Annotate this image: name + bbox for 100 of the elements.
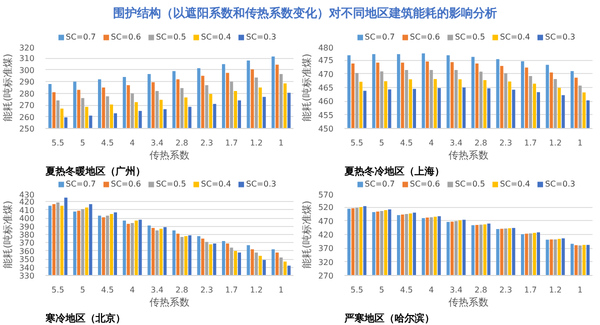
x-tick-label: 2.3 xyxy=(200,138,214,148)
x-tick-label: 3.4 xyxy=(450,138,462,148)
y-tick-label: 310 xyxy=(19,54,35,64)
x-tick-label: 5 xyxy=(379,138,384,148)
x-tick-label: 2.3 xyxy=(499,286,512,294)
y-tick-label: 260 xyxy=(19,112,35,122)
legend-label: SC=0.6 xyxy=(410,32,440,42)
legend-label: SC=0.4 xyxy=(500,180,530,188)
text: 夏热冬冷地区（上海） xyxy=(344,166,444,178)
x-tick-label: 1.7 xyxy=(225,286,238,294)
legend-label: SC=0.5 xyxy=(454,32,486,42)
x-tick-label: 2.8 xyxy=(176,138,188,148)
y-tick-label: 465 xyxy=(318,84,334,92)
x-tick-label: 1 xyxy=(278,138,284,148)
x-tick-label: 3.4 xyxy=(150,286,164,294)
y-tick-label: 250 xyxy=(19,124,35,134)
y-tick-label: 320 xyxy=(318,258,334,267)
y-tick-label: 450 xyxy=(318,124,334,134)
x-tick-label: 4.5 xyxy=(400,138,413,148)
y-tick-label: 410 xyxy=(19,206,35,215)
y-tick-label: 380 xyxy=(19,230,35,240)
y-tick-label: 470 xyxy=(318,70,334,79)
x-tick-label: 4.5 xyxy=(101,286,114,294)
y-tick-label: 270 xyxy=(19,101,35,110)
x-tick-label: 5.5 xyxy=(52,138,64,148)
legend-label: SC=0.6 xyxy=(410,180,440,188)
x-axis-title: 传热系数 xyxy=(150,296,190,308)
y-tick-label: 390 xyxy=(19,222,35,232)
legend-label: SC=0.7 xyxy=(66,180,96,188)
y-tick-label: 520 xyxy=(318,203,334,212)
x-tick-label: 4.5 xyxy=(400,286,413,294)
x-tick-label: 2.8 xyxy=(474,138,488,148)
legend-label: SC=0.5 xyxy=(156,180,186,188)
x-tick-label: 1.7 xyxy=(225,138,238,148)
x-tick-label: 5 xyxy=(80,138,86,148)
x-tick-label: 1.2 xyxy=(250,138,263,148)
y-axis-title: 能耗(吨标准煤) xyxy=(2,54,14,122)
y-tick-label: 270 xyxy=(318,272,334,280)
legend-label: SC=0.4 xyxy=(201,180,232,188)
y-tick-label: 430 xyxy=(19,190,35,200)
y-tick-label: 570 xyxy=(318,190,334,200)
y-tick-label: 300 xyxy=(19,66,35,75)
y-tick-label: 480 xyxy=(318,44,334,52)
y-tick-label: 420 xyxy=(318,230,334,240)
x-tick-label: 2.8 xyxy=(176,286,188,294)
y-tick-label: 455 xyxy=(318,110,334,120)
y-tick-label: 475 xyxy=(318,56,334,66)
x-tick-label: 3.4 xyxy=(150,138,164,148)
y-tick-label: 350 xyxy=(19,255,35,264)
y-tick-label: 280 xyxy=(19,89,35,98)
x-tick-label: 1.7 xyxy=(524,286,537,294)
legend-label: SC=0.3 xyxy=(545,32,576,42)
x-tick-label: 3.4 xyxy=(450,286,462,294)
y-tick-label: 360 xyxy=(19,246,35,256)
y-tick-label: 420 xyxy=(19,198,35,207)
legend-label: SC=0.6 xyxy=(110,180,141,188)
y-tick-label: 370 xyxy=(19,238,35,248)
legend-label: SC=0.7 xyxy=(364,180,395,188)
x-axis-title: 传热系数 xyxy=(150,150,190,162)
x-tick-label: 4 xyxy=(428,138,434,148)
x-axis-title: 传热系数 xyxy=(448,150,488,162)
x-tick-label: 1 xyxy=(578,138,583,148)
x-tick-label: 2.3 xyxy=(499,138,512,148)
x-tick-label: 2.3 xyxy=(200,286,214,294)
y-tick-label: 320 xyxy=(19,44,35,52)
x-tick-label: 1.7 xyxy=(524,138,537,148)
x-tick-label: 4.5 xyxy=(101,138,114,148)
x-tick-label: 4 xyxy=(130,286,135,294)
legend-label: SC=0.7 xyxy=(364,32,395,42)
y-tick-label: 290 xyxy=(19,78,35,87)
x-tick-label: 5.5 xyxy=(350,138,364,148)
legend-label: SC=0.5 xyxy=(156,32,186,42)
x-axis-title: 传热系数 xyxy=(448,296,488,308)
y-tick-label: 400 xyxy=(19,214,35,224)
x-tick-label: 1.2 xyxy=(548,138,562,148)
x-tick-label: 1 xyxy=(278,286,284,294)
legend-label: SC=0.3 xyxy=(246,180,276,188)
chart-title: 围护结构（以遮阳系数和传热系数变化）对不同地区建筑能耗的影响分析 xyxy=(113,5,497,22)
y-tick-label: 460 xyxy=(318,97,334,106)
x-tick-label: 1.2 xyxy=(548,286,562,294)
x-tick-label: 4 xyxy=(130,138,135,148)
text: 严寒地区（哈尔滨） xyxy=(344,312,434,324)
x-tick-label: 4 xyxy=(428,286,434,294)
y-tick-label: 330 xyxy=(19,272,35,280)
y-tick-label: 340 xyxy=(19,263,35,272)
legend-label: SC=0.3 xyxy=(246,32,276,42)
x-tick-label: 2.8 xyxy=(474,286,488,294)
text: 寒冷地区（北京） xyxy=(44,312,126,324)
y-axis-title: 能耗(吨标准煤) xyxy=(301,54,314,122)
x-tick-label: 1 xyxy=(578,286,583,294)
y-axis-title: 能耗(吨标准煤) xyxy=(2,200,14,268)
x-tick-label: 5 xyxy=(379,286,384,294)
legend-label: SC=0.4 xyxy=(201,32,232,42)
legend-label: SC=0.4 xyxy=(500,32,530,42)
y-axis-title: 能耗(吨标准煤) xyxy=(301,200,314,268)
x-tick-label: 5 xyxy=(80,286,86,294)
legend-label: SC=0.3 xyxy=(545,180,576,188)
legend-label: SC=0.5 xyxy=(454,180,486,188)
y-tick-label: 370 xyxy=(318,244,334,254)
y-tick-label: 470 xyxy=(318,216,334,226)
